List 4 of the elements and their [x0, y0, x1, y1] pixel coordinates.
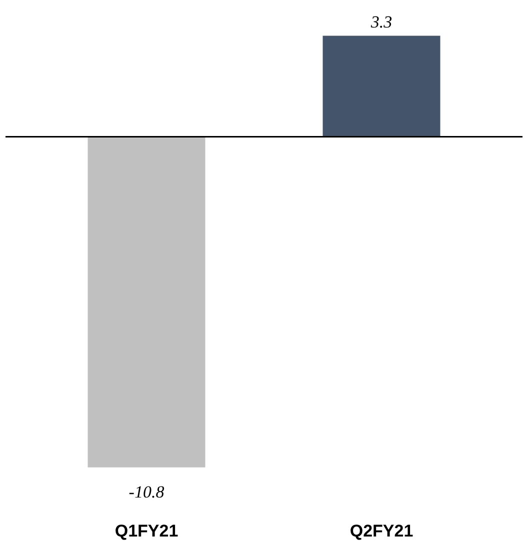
x-tick-label: Q2FY21 — [350, 522, 414, 540]
data-label: -10.8 — [128, 482, 165, 502]
data-label: 3.3 — [370, 12, 392, 32]
x-tick-label: Q1FY21 — [114, 522, 178, 540]
